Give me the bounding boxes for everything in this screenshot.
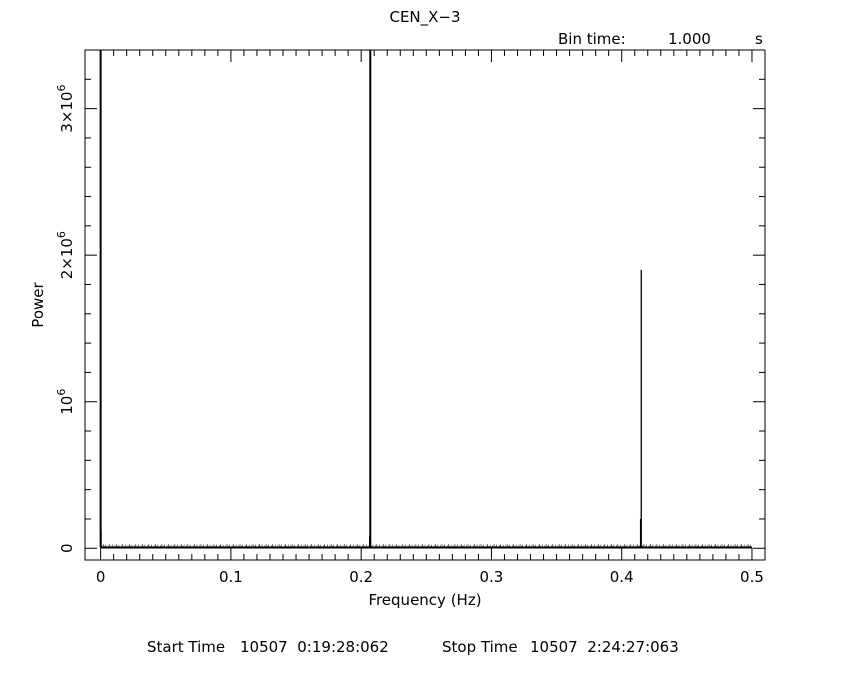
x-axis-label: Frequency (Hz) [368, 591, 481, 609]
bin-time-label: Bin time: [558, 30, 626, 48]
stop-time-value: 10507 2:24:27:063 [530, 638, 679, 656]
y-tick-label: 2×106 [55, 231, 76, 279]
x-tick-label: 0.5 [740, 568, 764, 586]
x-tick-label: 0.4 [610, 568, 634, 586]
x-tick-label: 0.1 [219, 568, 243, 586]
y-tick-label: 106 [55, 389, 76, 415]
x-tick-label: 0.2 [349, 568, 373, 586]
x-tick-label: 0.3 [480, 568, 504, 586]
axis-ticks [85, 49, 765, 560]
y-tick-label: 3×106 [55, 85, 76, 133]
chart-title: CEN_X−3 [389, 8, 460, 27]
y-tick-label: 0 [58, 544, 76, 554]
x-tick-label: 0 [96, 568, 106, 586]
bin-time-value: 1.000 [668, 30, 711, 48]
start-time-label: Start Time [147, 638, 225, 656]
stop-time-label: Stop Time [442, 638, 518, 656]
x-tick-labels: 0 0.1 0.2 0.3 0.4 0.5 [96, 568, 764, 586]
bin-time-unit: s [755, 30, 763, 48]
plot-frame [84, 49, 766, 561]
start-time-value: 10507 0:19:28:062 [240, 638, 389, 656]
spectrum-series [99, 50, 753, 549]
y-axis-label: Power [29, 281, 47, 327]
y-tick-labels: 0 106 2×106 3×106 [55, 85, 76, 554]
